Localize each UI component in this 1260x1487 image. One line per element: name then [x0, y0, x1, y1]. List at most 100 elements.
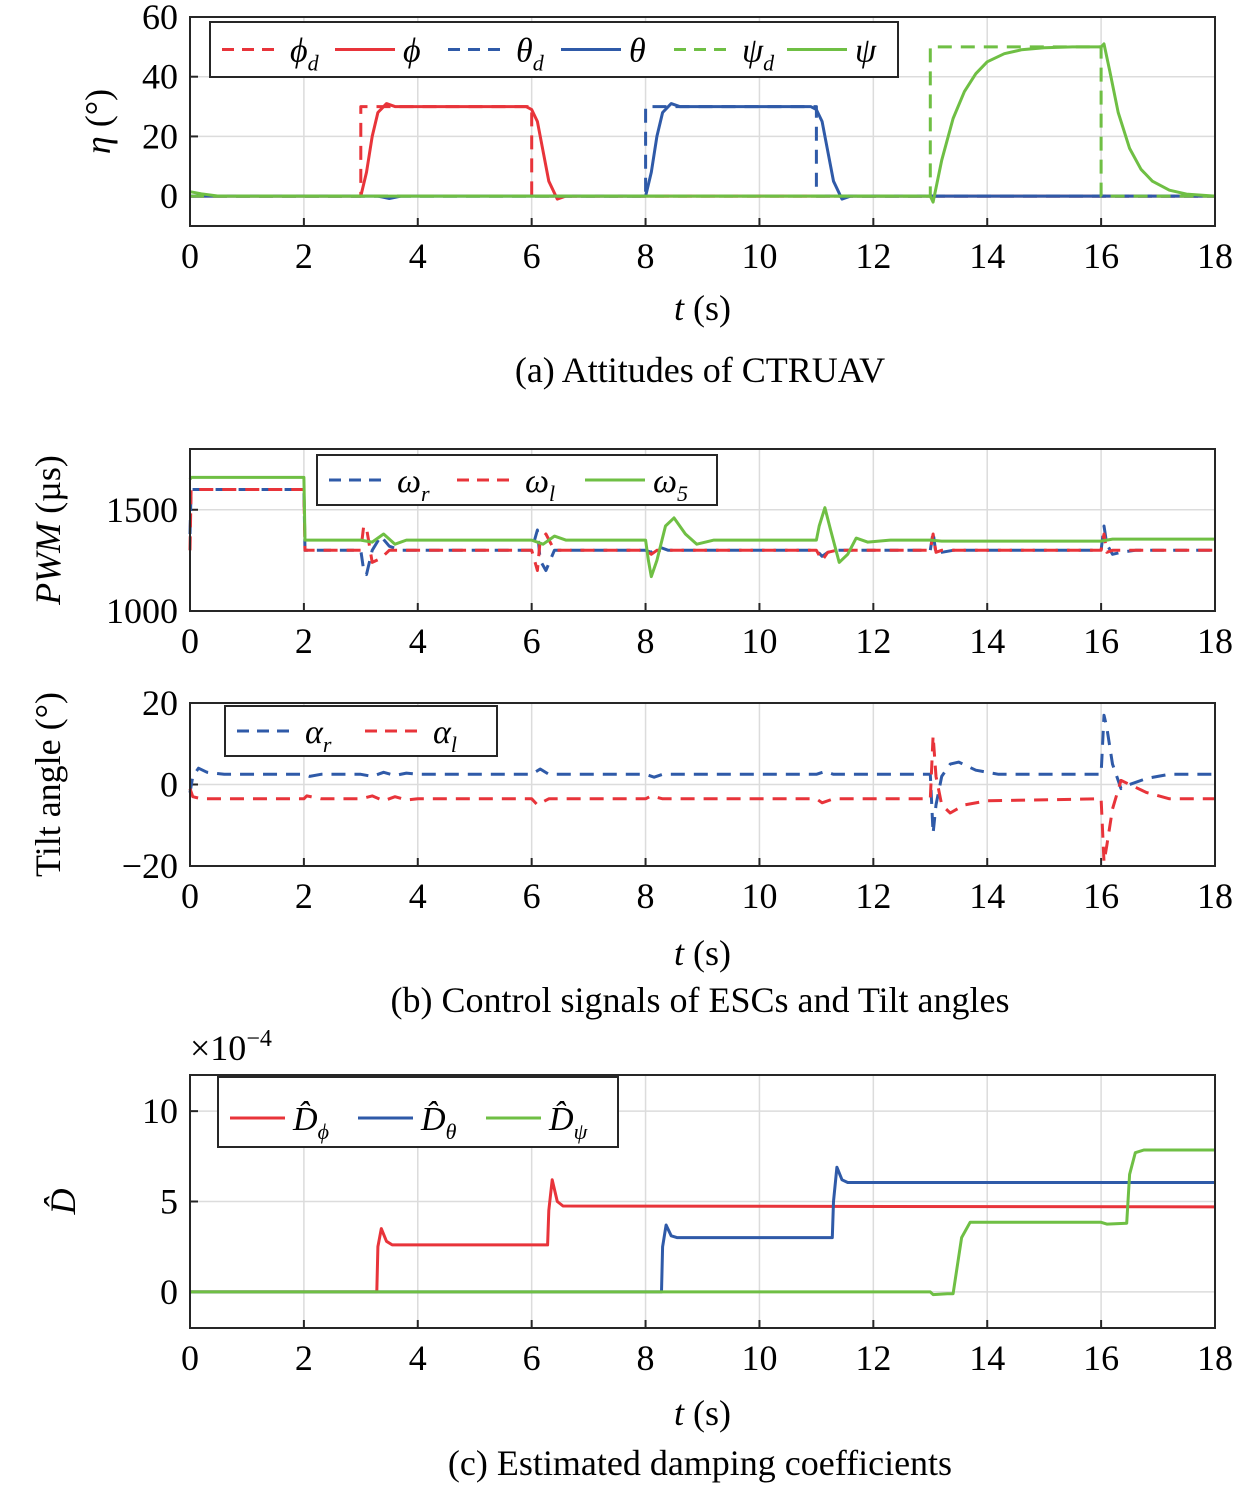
- x-axis-label: t (s): [674, 288, 731, 328]
- plot-frame: [189, 16, 1216, 227]
- y-tick-label: 5: [160, 1182, 178, 1222]
- legend-entry-label: ψ: [855, 33, 877, 70]
- x-tick-label: 14: [969, 621, 1005, 661]
- legend-entry-label: ω5: [653, 463, 688, 506]
- x-tick-label: 12: [855, 876, 891, 916]
- x-tick-label: 0: [181, 876, 199, 916]
- x-tick-label: 16: [1083, 1338, 1119, 1378]
- legend-entry-label: ωr: [397, 463, 430, 506]
- y-tick-label: 10: [142, 1091, 178, 1131]
- x-tick-label: 4: [409, 236, 427, 276]
- axis-multiplier: ×10−4: [190, 1026, 272, 1068]
- x-tick-label: 14: [969, 876, 1005, 916]
- series-line-damping: [190, 1165, 1215, 1294]
- x-tick-label: 2: [295, 236, 313, 276]
- x-tick-label: 12: [855, 621, 891, 661]
- x-tick-label: 8: [637, 876, 655, 916]
- legend-box: [224, 705, 498, 757]
- legend-entry-label: D̂ϕ: [292, 1100, 329, 1144]
- caption-a: (a) Attitudes of CTRUAV: [515, 350, 885, 390]
- y-tick-label: 40: [142, 57, 178, 97]
- y-tick-label: 0: [160, 1272, 178, 1312]
- series-line-damping: [190, 1178, 1216, 1294]
- x-tick-label: 6: [523, 621, 541, 661]
- plot-frame: [189, 702, 1216, 867]
- series-line-pwm: [188, 475, 1215, 579]
- x-tick-label: 14: [969, 1338, 1005, 1378]
- series-line-attitudes: [190, 105, 1215, 198]
- legend-attitudes: ϕd ϕ θd θ ψd ψ: [209, 21, 899, 78]
- x-tick-label: 6: [523, 236, 541, 276]
- y-tick-label: 20: [142, 683, 178, 723]
- plot-frame: [189, 448, 1216, 612]
- x-tick-label: 16: [1083, 621, 1119, 661]
- legend-entry-label: ϕ: [403, 33, 421, 70]
- x-tick-label: 12: [855, 1338, 891, 1378]
- x-tick-label: 18: [1197, 1338, 1233, 1378]
- legend-entry-label: θ: [629, 33, 646, 70]
- x-tick-label: 8: [637, 621, 655, 661]
- x-tick-label: 10: [741, 621, 777, 661]
- x-tick-label: 16: [1083, 236, 1119, 276]
- x-tick-label: 4: [409, 1338, 427, 1378]
- series-line-pwm: [188, 488, 1215, 572]
- series-line-attitudes: [190, 105, 1215, 198]
- x-tick-label: 2: [295, 621, 313, 661]
- series-line-damping: [190, 1148, 1215, 1297]
- x-tick-label: 12: [855, 236, 891, 276]
- y-tick-label: 20: [142, 116, 178, 156]
- legend-damping: D̂ϕ D̂θ D̂ψ: [217, 1076, 619, 1148]
- series-line-tilt: [188, 734, 1215, 864]
- x-tick-label: 6: [523, 876, 541, 916]
- legend-tilt: αr αl: [224, 705, 498, 757]
- legend-entry-label: ωl: [525, 463, 555, 506]
- y-axis-label: η (°): [78, 89, 118, 154]
- x-tick-label: 2: [295, 1338, 313, 1378]
- x-tick-label: 0: [181, 236, 199, 276]
- plot-frame: [189, 1074, 1216, 1329]
- x-tick-label: 16: [1083, 876, 1119, 916]
- x-tick-label: 0: [181, 1338, 199, 1378]
- legend-entry-label: D̂θ: [420, 1100, 457, 1144]
- x-tick-label: 6: [523, 1338, 541, 1378]
- legend-entry-label: θd: [516, 33, 545, 76]
- y-axis-label: D̂: [43, 1189, 83, 1216]
- x-tick-label: 8: [637, 236, 655, 276]
- series-line-attitudes: [190, 102, 1215, 201]
- y-tick-label: 1000: [106, 591, 178, 631]
- x-axis-label: t (s): [674, 1393, 731, 1433]
- legend-entry-label: αl: [433, 714, 457, 757]
- legend-box: [316, 454, 718, 506]
- legend-entry-label: D̂ψ: [548, 1100, 588, 1144]
- series-line-attitudes: [190, 45, 1215, 198]
- x-tick-label: 8: [637, 1338, 655, 1378]
- legend-entry-label: αr: [305, 714, 332, 757]
- series-line-pwm: [188, 488, 1215, 576]
- series-line-attitudes: [189, 42, 1216, 204]
- y-tick-label: 0: [160, 176, 178, 216]
- legend-box: [217, 1076, 619, 1148]
- x-tick-label: 4: [409, 876, 427, 916]
- caption-b: (b) Control signals of ESCs and Tilt ang…: [390, 980, 1009, 1020]
- legend-entry-label: ψd: [742, 33, 775, 76]
- chart-attitudes: 0 2 4 6 8 10 12 14 16 18 0 20 40 60 t (s) η (°) ϕd ϕ θd θ ψd…: [78, 0, 1233, 328]
- x-tick-label: 18: [1197, 621, 1233, 661]
- series-line-tilt: [188, 713, 1215, 835]
- x-tick-label: 18: [1197, 876, 1233, 916]
- x-tick-label: 14: [969, 236, 1005, 276]
- x-tick-label: 10: [741, 876, 777, 916]
- x-tick-label: 10: [741, 236, 777, 276]
- caption-c: (c) Estimated damping coefficients: [448, 1443, 952, 1483]
- legend-pwm: ωr ωl ω5: [316, 454, 718, 506]
- legend-box: [209, 21, 899, 78]
- x-tick-label: 0: [181, 621, 199, 661]
- x-tick-label: 18: [1197, 236, 1233, 276]
- legend-entry-label: ϕd: [290, 33, 320, 76]
- y-tick-label: 0: [160, 765, 178, 805]
- x-axis-label: t (s): [674, 933, 731, 973]
- x-tick-label: 4: [409, 621, 427, 661]
- y-axis-label: PWM (µs): [28, 455, 68, 606]
